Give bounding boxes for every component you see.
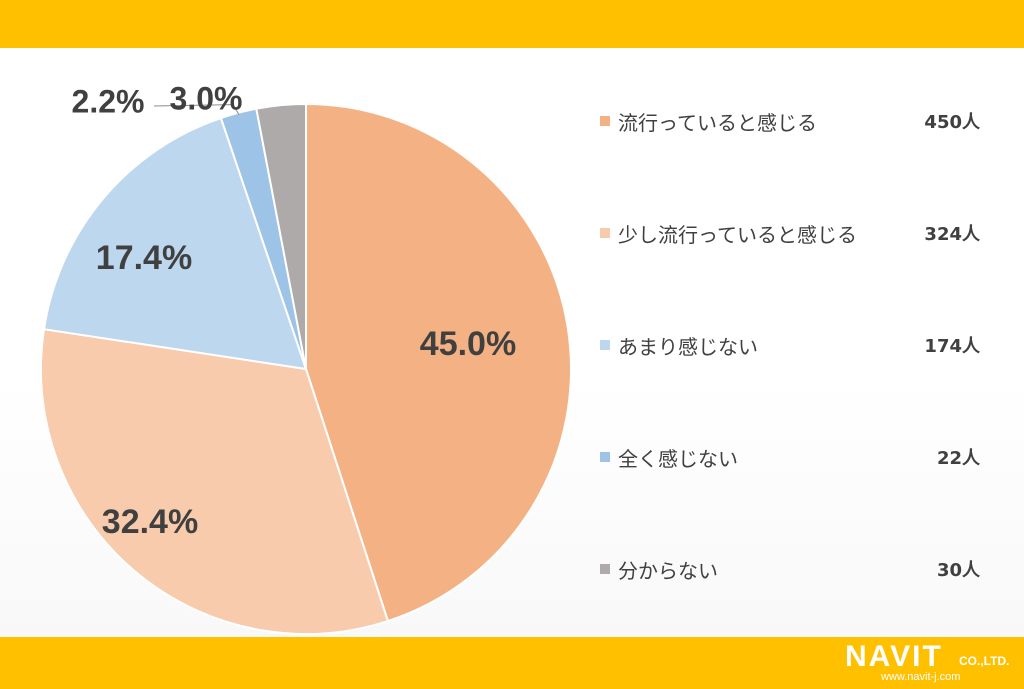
legend-item: 全く感じない 22人 [600, 440, 990, 474]
legend-label: 流行っていると感じる [618, 110, 817, 135]
legend-item: 少し流行っていると感じる 324人 [600, 216, 990, 250]
legend-count: 30人 [936, 560, 980, 581]
legend-count: 22人 [936, 448, 980, 469]
legend-item: あまり感じない 174人 [600, 328, 990, 362]
percent-label: 2.2% [72, 83, 145, 119]
legend-count: 174人 [924, 336, 980, 357]
bottom-band [0, 637, 1024, 689]
percent-labels: 45.0% 32.4% 17.4% 2.2% 3.0% [72, 80, 517, 541]
company-logo: NAVIT CO.,LTD. www.navit-j.com [845, 640, 1015, 686]
pie-slices [40, 102, 572, 635]
legend-label: 少し流行っていると感じる [618, 222, 857, 247]
pie-slice [305, 102, 572, 623]
logo-suffix: CO.,LTD. [959, 654, 1010, 668]
legend-label: あまり感じない [618, 334, 758, 359]
legend-swatch [600, 452, 610, 462]
legend-swatch [600, 564, 610, 574]
leader-lines [153, 104, 240, 115]
logo-url: www.navit-j.com [881, 671, 961, 683]
pie-slice [255, 102, 307, 370]
legend-count: 324人 [924, 224, 980, 245]
percent-label: 32.4% [102, 503, 198, 541]
legend-item: 分からない 30人 [600, 552, 990, 586]
percent-label: 3.0% [170, 80, 243, 116]
percent-label: 45.0% [420, 325, 516, 363]
pie-slice [42, 116, 308, 371]
legend-swatch [600, 116, 610, 126]
leader-line [153, 104, 240, 115]
legend-swatch [600, 228, 610, 238]
percent-label: 17.4% [96, 239, 192, 277]
legend-count: 450人 [924, 112, 980, 133]
logo-brand: NAVIT [845, 640, 943, 673]
legend-label: 分からない [618, 558, 718, 583]
legend-swatch [600, 340, 610, 350]
pie-slice [40, 328, 390, 635]
top-band [0, 0, 1024, 48]
legend-label: 全く感じない [618, 446, 738, 471]
legend-item: 流行っていると感じる 450人 [600, 104, 990, 138]
